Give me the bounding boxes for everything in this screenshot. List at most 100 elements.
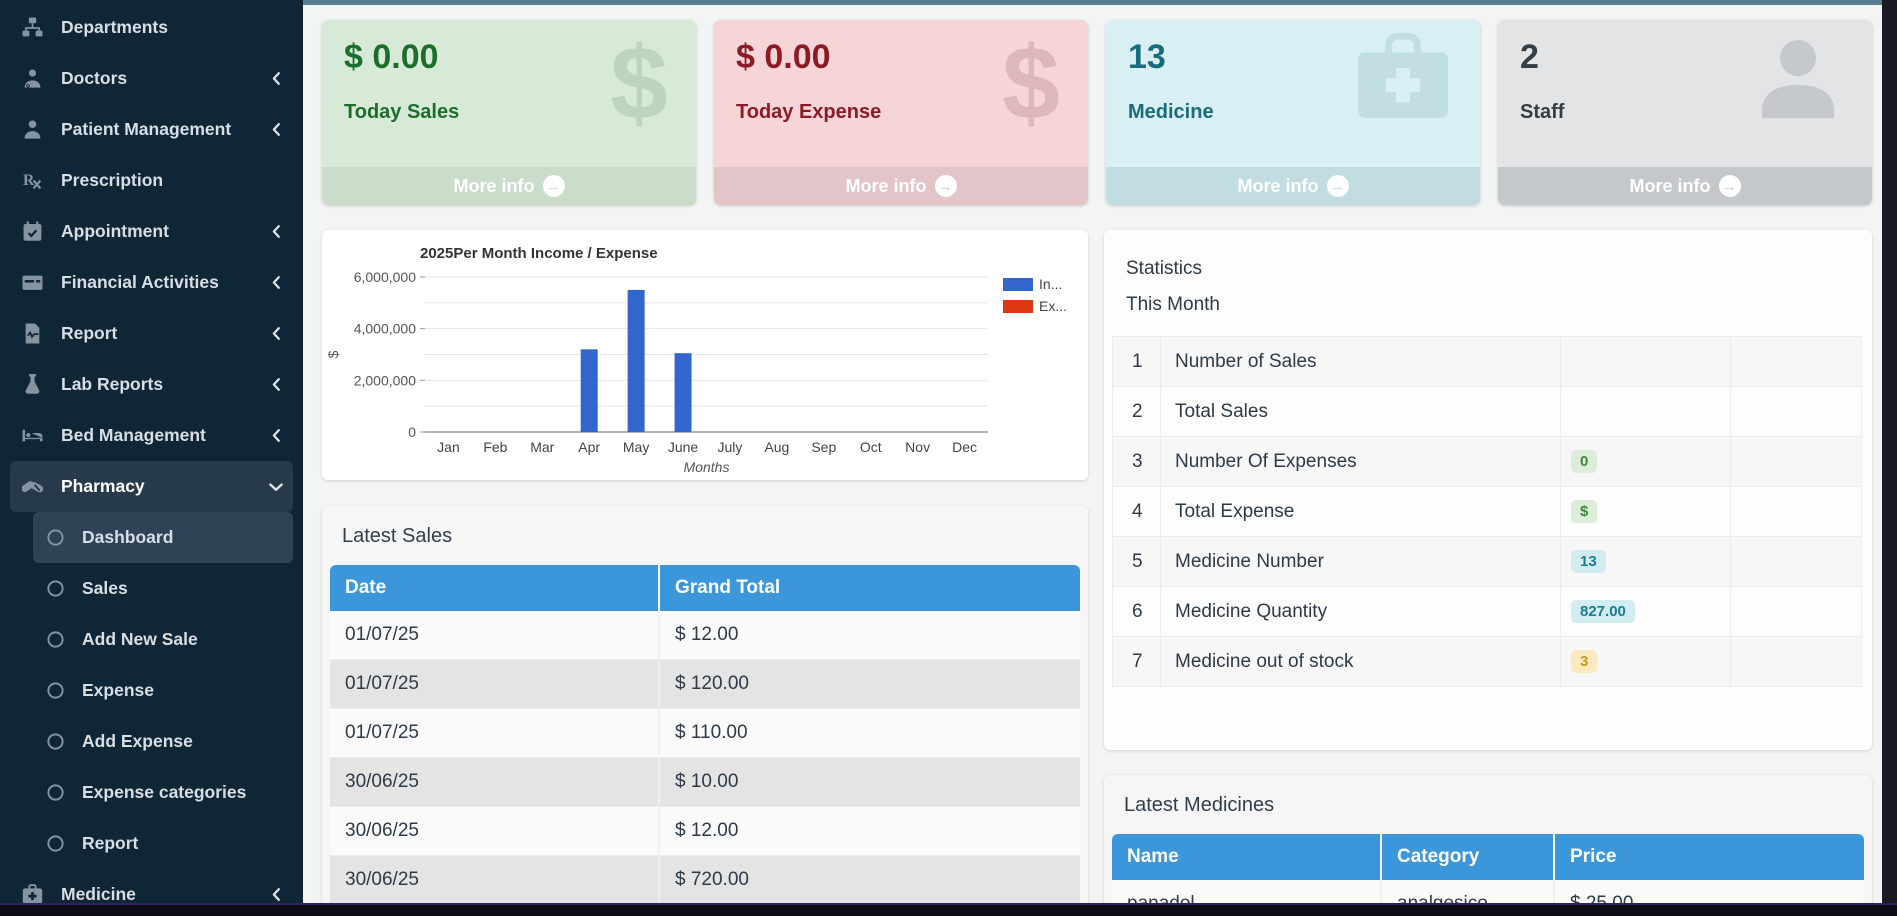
- sidebar-subitem-label: Sales: [82, 578, 128, 598]
- sidebar-subitem-label: Dashboard: [82, 527, 174, 547]
- sales-table-row: 01/07/25 $ 12.00: [330, 611, 1080, 660]
- sidebar-item-prescription[interactable]: R Prescription: [0, 155, 303, 206]
- sale-date: 01/07/25: [330, 660, 660, 709]
- svg-text:$: $: [325, 350, 341, 358]
- sidebar-item-label: Report: [61, 323, 118, 343]
- stat-extra-cell: [1730, 486, 1862, 537]
- sidebar-subitem-label: Expense: [82, 680, 154, 700]
- more-info-link[interactable]: More info →: [1106, 167, 1480, 205]
- chevron-left-icon: [269, 887, 284, 902]
- stat-label: Number of Sales: [1160, 336, 1561, 387]
- sidebar-item-doctors[interactable]: Doctors: [0, 53, 303, 104]
- statistics-title: Statistics: [1126, 258, 1203, 279]
- sidebar-subitem-dashboard[interactable]: Dashboard: [33, 512, 293, 563]
- svg-text:June: June: [668, 439, 699, 455]
- more-info-link[interactable]: More info →: [1498, 167, 1872, 205]
- stat-extra-cell: [1730, 336, 1862, 387]
- sidebar-item-label: Patient Management: [61, 119, 232, 139]
- medicine-price: $ 25.00: [1555, 880, 1864, 903]
- sidebar-item-label: Doctors: [61, 68, 128, 88]
- calendar-icon: [20, 221, 44, 242]
- svg-text:Ex...: Ex...: [1039, 298, 1067, 314]
- medkit-large-icon: [1354, 32, 1452, 126]
- stat-index: 5: [1112, 536, 1161, 587]
- stat-value-badge: 827.00: [1571, 600, 1635, 623]
- chevron-left-icon: [269, 224, 284, 239]
- sales-table-row: 30/06/25 $ 10.00: [330, 758, 1080, 807]
- more-info-label: More info: [1237, 175, 1319, 196]
- main-content: $ 0.00 Today Sales $ More info → $ 0.00 …: [303, 5, 1882, 903]
- sidebar-item-label: Lab Reports: [61, 374, 164, 394]
- svg-text:2025Per Month Income / Expense: 2025Per Month Income / Expense: [420, 245, 658, 262]
- chevron-left-icon: [269, 326, 284, 341]
- sidebar-item-patient-management[interactable]: Patient Management: [0, 104, 303, 155]
- sidebar-subitem-label: Add New Sale: [82, 629, 198, 649]
- income-expense-bar-chart: 0 2,000,000 4,000,000 6,000,000 Jan Feb Mar Apr…: [325, 245, 1067, 475]
- card-value: $ 0.00: [736, 38, 831, 76]
- medicine-table-row: panadol analgesico $ 25.00: [1112, 880, 1864, 903]
- sitemap-icon: [20, 17, 44, 38]
- chevron-left-icon: [269, 71, 284, 86]
- summary-card-staff: 2 Staff More info →: [1498, 20, 1872, 205]
- circle-icon: [46, 834, 66, 853]
- latest-medicines-title: Latest Medicines: [1124, 794, 1275, 816]
- circle-icon: [46, 783, 66, 802]
- more-info-link[interactable]: More info →: [714, 167, 1088, 205]
- summary-card-medicine: 13 Medicine More info →: [1106, 20, 1480, 205]
- sale-grand-total: $ 120.00: [660, 660, 1080, 709]
- sidebar-item-bed-management[interactable]: Bed Management: [0, 410, 303, 461]
- sidebar-subitem-expense[interactable]: Expense: [33, 665, 293, 716]
- sales-table-row: 30/06/25 $ 12.00: [330, 807, 1080, 856]
- stat-extra-cell: [1730, 386, 1862, 437]
- window-bottom-bar: [0, 903, 1897, 916]
- user-icon: [20, 119, 44, 140]
- arrow-circle-right-icon: →: [1326, 175, 1349, 197]
- sales-table-row: 01/07/25 $ 120.00: [330, 660, 1080, 709]
- sidebar-item-pharmacy[interactable]: Pharmacy: [10, 461, 293, 512]
- sidebar-subitem-report[interactable]: Report: [33, 818, 293, 869]
- card-value: 2: [1520, 38, 1539, 76]
- stat-label: Medicine Quantity: [1160, 586, 1561, 637]
- svg-text:2,000,000: 2,000,000: [354, 372, 416, 388]
- column-header-date: Date: [330, 565, 660, 611]
- sidebar-subitem-add-new-sale[interactable]: Add New Sale: [33, 614, 293, 665]
- chevron-left-icon: [269, 428, 284, 443]
- column-header-name: Name: [1112, 834, 1382, 880]
- svg-text:Aug: Aug: [764, 439, 789, 455]
- stat-index: 1: [1112, 336, 1161, 387]
- svg-text:Jan: Jan: [437, 439, 460, 455]
- chevron-left-icon: [269, 122, 284, 137]
- sale-date: 30/06/25: [330, 856, 660, 903]
- sidebar-subitem-add-expense[interactable]: Add Expense: [33, 716, 293, 767]
- sidebar-subitem-label: Expense categories: [82, 782, 247, 802]
- svg-text:May: May: [623, 439, 649, 455]
- pills-icon: [20, 476, 44, 497]
- sidebar-item-lab-reports[interactable]: Lab Reports: [0, 359, 303, 410]
- sidebar-item-departments[interactable]: Departments: [0, 2, 303, 53]
- svg-text:Dec: Dec: [952, 439, 977, 455]
- sidebar-item-report[interactable]: Report: [0, 308, 303, 359]
- sale-grand-total: $ 10.00: [660, 758, 1080, 807]
- sidebar-item-label: Pharmacy: [61, 476, 145, 496]
- sale-grand-total: $ 720.00: [660, 856, 1080, 903]
- sidebar-subitem-expense-categories[interactable]: Expense categories: [33, 767, 293, 818]
- window-right-edge: [1882, 0, 1897, 916]
- sidebar-item-financial-activities[interactable]: Financial Activities: [0, 257, 303, 308]
- card-label: Today Sales: [344, 101, 460, 123]
- sidebar-item-appointment[interactable]: Appointment: [0, 206, 303, 257]
- sidebar-menu: Departments Doctors Patient Management R…: [0, 2, 303, 916]
- circle-icon: [46, 528, 66, 547]
- more-info-link[interactable]: More info →: [322, 167, 696, 205]
- sale-date: 30/06/25: [330, 807, 660, 856]
- latest-sales-table: Date Grand Total 01/07/25 $ 12.00: [330, 565, 1080, 903]
- stat-extra-cell: [1730, 636, 1862, 687]
- stat-index: 4: [1112, 486, 1161, 537]
- stat-label: Total Expense: [1160, 486, 1561, 537]
- statistics-panel: Statistics This Month 1 Number of Sales: [1104, 230, 1872, 750]
- sidebar-subitem-sales[interactable]: Sales: [33, 563, 293, 614]
- sidebar-item-medicine[interactable]: Medicine: [0, 869, 303, 916]
- sidebar: Departments Doctors Patient Management R…: [0, 0, 303, 916]
- stat-label: Medicine Number: [1160, 536, 1561, 587]
- svg-text:Mar: Mar: [530, 439, 554, 455]
- more-info-label: More info: [845, 175, 927, 196]
